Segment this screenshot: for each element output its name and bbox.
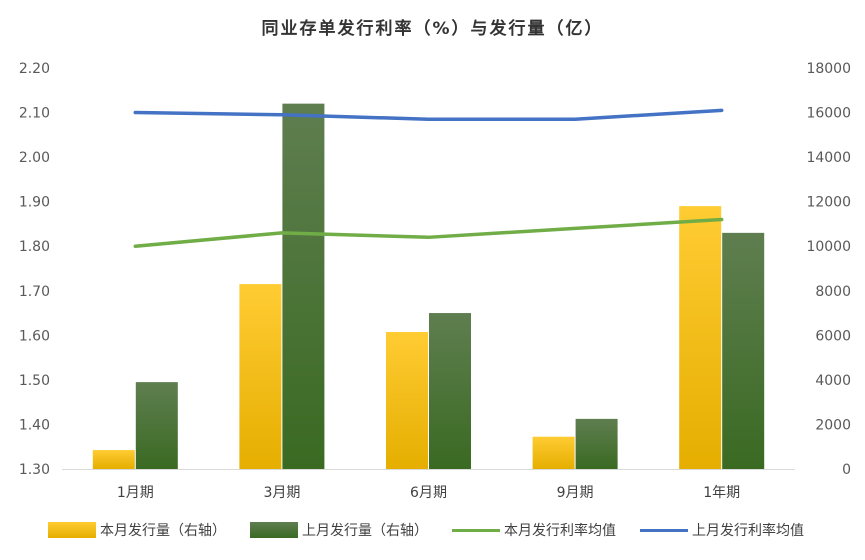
x-category-label: 9月期 (557, 485, 594, 501)
legend-swatch (250, 522, 298, 538)
chart-plot: 1.30 1.40 1.50 1.60 1.70 1.80 1.90 2.00 2.10 2.20… (19, 61, 851, 501)
legend-swatch (452, 528, 500, 532)
bar-previous-volume (575, 418, 618, 469)
legend-label: 本月发行利率均值 (504, 523, 616, 539)
line-previous-rate (133, 108, 724, 121)
legend: 本月发行量（右轴） 上月发行量（右轴） 本月发行利率均值 上月发行利率均值 (0, 520, 865, 544)
legend-label: 上月发行量（右轴） (302, 523, 428, 539)
y-right-tick-label: 4000 (815, 373, 851, 389)
y-left-tick-label: 1.70 (19, 284, 50, 300)
y-left-tick-label: 1.40 (19, 417, 50, 433)
x-category-label: 1月期 (117, 485, 154, 501)
chart-title: 同业存单发行利率（%）与发行量（亿） (261, 19, 604, 39)
bar-previous-volume (135, 382, 178, 469)
legend-label: 本月发行量（右轴） (100, 523, 226, 539)
y-left-tick-label: 1.90 (19, 195, 50, 211)
legend-item-current-rate: 本月发行利率均值 (452, 520, 616, 540)
y-left-tick-label: 2.10 (19, 106, 50, 122)
bar-previous-volume (282, 103, 325, 470)
y-right-tick-label: 10000 (806, 239, 851, 255)
line-current-rate (133, 217, 724, 248)
bar-previous-volume (429, 313, 471, 469)
y-right-tick-label: 12000 (806, 195, 851, 211)
y-left-tick-label: 1.50 (19, 373, 50, 389)
y-left-tick-label: 1.60 (19, 328, 50, 344)
x-category-label: 3月期 (263, 485, 300, 501)
bar-previous-volume (722, 232, 765, 469)
y-right-tick-label: 0 (842, 462, 851, 478)
x-category-label: 1年期 (703, 485, 740, 501)
y-right-tick-label: 6000 (815, 328, 851, 344)
bar-current-volume (679, 206, 722, 469)
y-right-tick-label: 16000 (806, 106, 851, 122)
legend-swatch (640, 528, 688, 532)
y-right-tick-label: 2000 (815, 417, 851, 433)
legend-label: 上月发行利率均值 (692, 523, 804, 539)
bar-current-volume (386, 331, 428, 469)
x-category-label: 6月期 (410, 485, 447, 501)
y-right-tick-label: 18000 (806, 61, 851, 77)
y-right-tick-label: 14000 (806, 150, 851, 166)
y-left-tick-label: 2.00 (19, 150, 50, 166)
bar-current-volume (92, 450, 135, 469)
bar-current-volume (239, 284, 282, 469)
y-left-tick-label: 1.80 (19, 239, 50, 255)
y-left-tick-label: 2.20 (19, 61, 50, 77)
legend-item-previous-rate: 上月发行利率均值 (640, 520, 804, 540)
legend-item-current-volume: 本月发行量（右轴） (48, 520, 226, 540)
legend-swatch (48, 522, 96, 538)
y-right-tick-label: 8000 (815, 284, 851, 300)
legend-item-previous-volume: 上月发行量（右轴） (250, 520, 428, 540)
bar-current-volume (532, 436, 575, 469)
y-left-tick-label: 1.30 (19, 462, 50, 478)
